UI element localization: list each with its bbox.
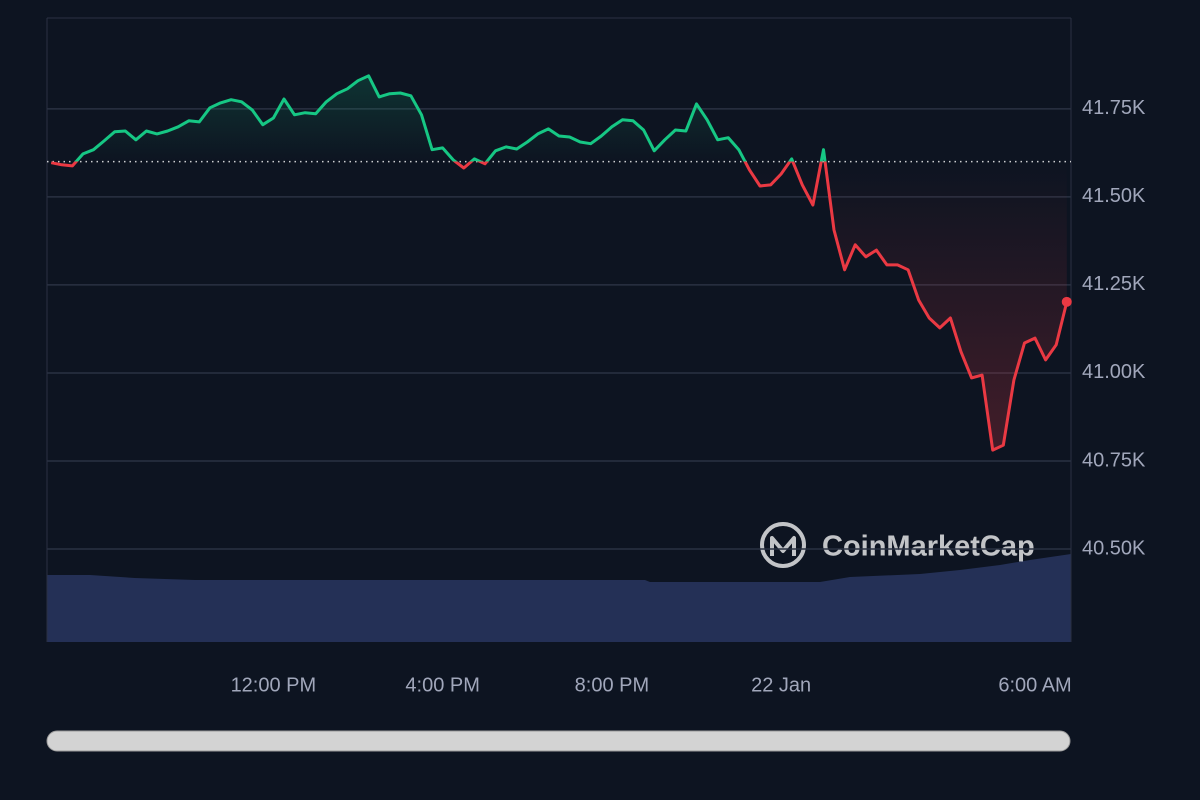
y-tick-label: 40.50K <box>1082 537 1146 559</box>
price-line <box>50 74 1069 452</box>
last-point <box>1061 296 1072 307</box>
x-tick-label: 22 Jan <box>751 674 811 696</box>
watermark-logo <box>760 522 806 568</box>
x-tick-label: 12:00 PM <box>231 674 317 696</box>
watermark: CoinMarketCap <box>760 522 1035 568</box>
y-tick-label: 41.50K <box>1082 185 1146 207</box>
y-tick-label: 41.25K <box>1082 273 1146 295</box>
volume-area <box>47 554 1071 642</box>
watermark-logo <box>770 536 796 556</box>
y-tick-label: 41.75K <box>1082 97 1146 119</box>
y-tick-label: 41.00K <box>1082 361 1146 383</box>
x-tick-label: 6:00 AM <box>998 674 1071 696</box>
y-tick-label: 40.75K <box>1082 449 1146 471</box>
area-fill <box>51 75 1067 451</box>
scrollbar[interactable] <box>46 730 1071 752</box>
watermark-text: CoinMarketCap <box>822 531 1035 563</box>
x-tick-label: 4:00 PM <box>405 674 479 696</box>
x-tick-label: 8:00 PM <box>575 674 649 696</box>
